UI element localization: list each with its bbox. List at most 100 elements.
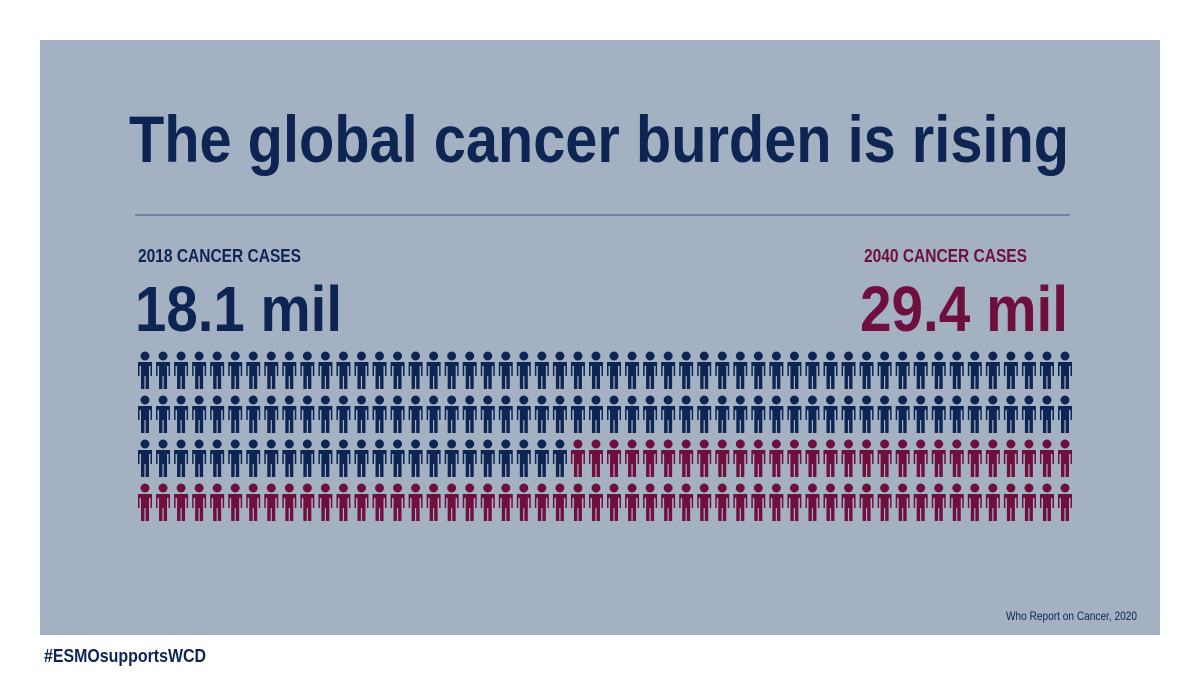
person-icon [643, 351, 658, 389]
person-icon [859, 439, 874, 477]
person-icon [625, 439, 640, 477]
person-icon [859, 351, 874, 389]
panel [40, 40, 1160, 635]
person-icon [354, 395, 369, 433]
person-icon [516, 483, 531, 521]
person-icon [192, 395, 207, 433]
person-icon [246, 483, 261, 521]
person-icon [246, 395, 261, 433]
person-icon [913, 351, 928, 389]
person-icon [1058, 483, 1072, 521]
person-icon [246, 439, 261, 477]
person-icon [877, 395, 892, 433]
person-icon [174, 395, 189, 433]
person-icon [408, 439, 423, 477]
person-icon [552, 439, 567, 477]
person-icon [751, 439, 766, 477]
person-icon [192, 351, 207, 389]
person-icon [715, 351, 730, 389]
person-icon [1021, 351, 1036, 389]
value-label: 18.1 mil [135, 273, 342, 345]
person-icon [1021, 395, 1036, 433]
person-icon [697, 395, 712, 433]
legend-label: 2040 CANCER CASES [864, 246, 1027, 266]
person-icon [679, 395, 694, 433]
person-icon [282, 483, 297, 521]
person-icon [570, 395, 585, 433]
person-icon [625, 483, 640, 521]
person-icon [462, 439, 477, 477]
person-icon [661, 351, 676, 389]
person-icon [156, 439, 171, 477]
person-icon [390, 351, 405, 389]
person-icon [228, 395, 243, 433]
person-icon [1003, 395, 1018, 433]
person-icon [1003, 483, 1018, 521]
person-icon [228, 351, 243, 389]
person-icon [805, 483, 820, 521]
person-icon [156, 351, 171, 389]
person-icon [480, 439, 495, 477]
person-icon [769, 439, 784, 477]
person-icon [372, 483, 387, 521]
person-icon [372, 351, 387, 389]
person-icon [643, 395, 658, 433]
person-icon [607, 439, 622, 477]
person-icon [643, 483, 658, 521]
person-icon [733, 351, 748, 389]
person-icon [462, 351, 477, 389]
person-icon [534, 483, 549, 521]
person-icon [841, 483, 856, 521]
person-icon [354, 351, 369, 389]
person-icon [480, 395, 495, 433]
person-icon [877, 483, 892, 521]
person-icon [625, 395, 640, 433]
person-icon [661, 439, 676, 477]
person-icon [318, 439, 333, 477]
person-icon [967, 483, 982, 521]
person-icon [210, 395, 225, 433]
person-icon [264, 483, 279, 521]
person-icon [354, 439, 369, 477]
person-icon [552, 395, 567, 433]
person-icon [733, 395, 748, 433]
person-icon [480, 351, 495, 389]
person-icon [751, 395, 766, 433]
person-icon [174, 439, 189, 477]
person-icon [949, 439, 964, 477]
person-icon [408, 351, 423, 389]
person-icon [534, 351, 549, 389]
person-icon [426, 483, 441, 521]
person-icon [174, 483, 189, 521]
person-icon [985, 395, 1000, 433]
person-icon [715, 439, 730, 477]
person-icon [841, 395, 856, 433]
person-icon [516, 395, 531, 433]
person-icon [625, 351, 640, 389]
person-icon [498, 483, 513, 521]
person-icon [444, 395, 459, 433]
person-icon [498, 395, 513, 433]
person-icon [336, 395, 351, 433]
person-icon [264, 351, 279, 389]
person-icon [751, 483, 766, 521]
person-icon [1021, 483, 1036, 521]
person-icon [1021, 439, 1036, 477]
person-icon [210, 439, 225, 477]
title: The global cancer burden is rising [129, 102, 1069, 176]
hashtag: #ESMOsupportsWCD [44, 646, 206, 666]
person-icon [588, 351, 603, 389]
person-icon [877, 439, 892, 477]
person-icon [570, 483, 585, 521]
person-icon [426, 439, 441, 477]
person-icon [588, 439, 603, 477]
person-icon [138, 483, 152, 521]
person-icon [661, 395, 676, 433]
person-icon [552, 351, 567, 389]
person-icon [534, 395, 549, 433]
person-icon [895, 351, 910, 389]
person-icon [769, 395, 784, 433]
person-icon [498, 439, 513, 477]
person-icon [426, 351, 441, 389]
person-icon [1039, 395, 1054, 433]
